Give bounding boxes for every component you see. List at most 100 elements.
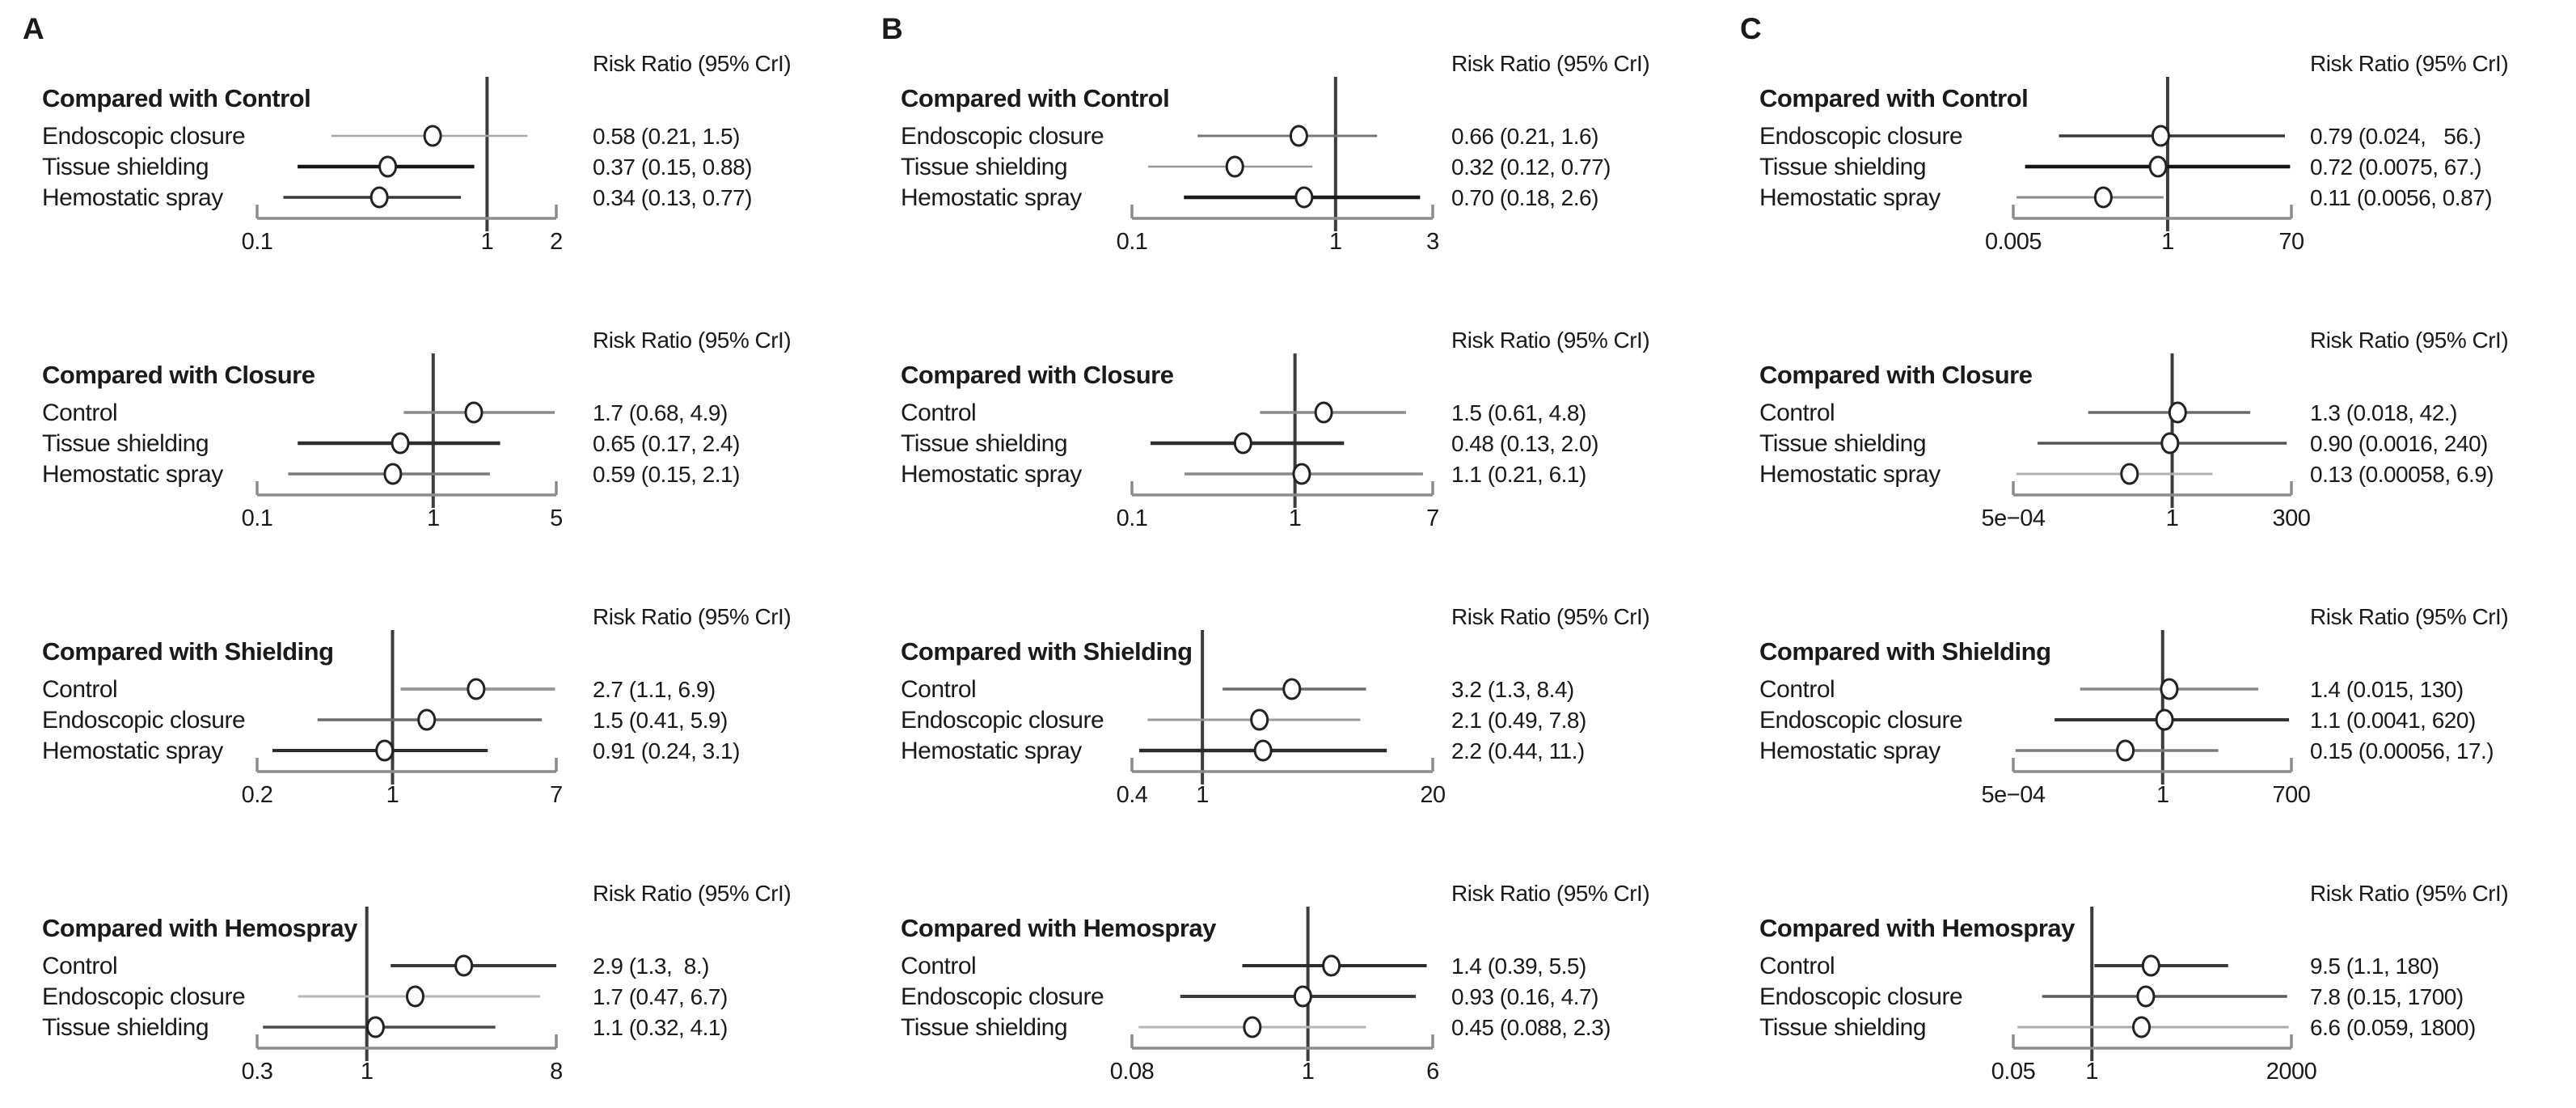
- axis-tick-label: 0.1: [1117, 229, 1148, 255]
- forest-subplot-B3: Risk Ratio (95% CrI) Compared with Shield…: [901, 604, 1650, 808]
- risk-ratio-header: Risk Ratio (95% CrI): [2310, 604, 2508, 629]
- row-label: Control: [901, 676, 976, 703]
- point-marker: [2136, 985, 2156, 1008]
- forest-subplot-A4: Risk Ratio (95% CrI) Compared with Hemosp…: [42, 881, 792, 1085]
- row-label: Endoscopic closure: [1759, 123, 1962, 150]
- row-estimate: 6.6 (0.059, 1800): [2310, 1015, 2476, 1040]
- row-estimate: 0.66 (0.21, 1.6): [1451, 124, 1598, 149]
- point-marker: [423, 125, 442, 147]
- point-marker: [464, 401, 484, 424]
- point-marker: [1289, 125, 1308, 147]
- row-label: Hemostatic spray: [901, 184, 1082, 211]
- row-estimate: 0.70 (0.18, 2.6): [1451, 185, 1598, 210]
- row-label: Hemostatic spray: [901, 461, 1082, 488]
- point-marker: [2148, 155, 2168, 178]
- row-label: Hemostatic spray: [1759, 184, 1940, 211]
- row-estimate: 0.34 (0.13, 0.77): [593, 185, 752, 210]
- row-estimate: 1.1 (0.21, 6.1): [1451, 462, 1586, 487]
- point-marker: [1294, 186, 1314, 209]
- point-marker: [391, 432, 410, 455]
- risk-ratio-header: Risk Ratio (95% CrI): [2310, 51, 2508, 76]
- axis-tick-label: 5: [550, 505, 563, 531]
- panel-label: C: [1740, 12, 1761, 45]
- subplot-title: Compared with Hemospray: [901, 914, 1217, 942]
- axis-tick-label: 1: [1302, 1059, 1315, 1085]
- risk-ratio-header: Risk Ratio (95% CrI): [1451, 51, 1649, 76]
- axis-tick-label: 1: [386, 782, 399, 808]
- axis-tick-label: 0.08: [1110, 1059, 1154, 1085]
- point-marker: [2093, 186, 2113, 209]
- subplot-title: Compared with Closure: [901, 361, 1174, 389]
- row-estimate: 1.7 (0.47, 6.7): [593, 984, 728, 1009]
- row-estimate: 3.2 (1.3, 8.4): [1451, 677, 1574, 702]
- row-estimate: 0.91 (0.24, 3.1): [593, 738, 740, 763]
- row-label: Tissue shielding: [42, 430, 209, 457]
- row-label: Tissue shielding: [901, 1014, 1067, 1041]
- row-label: Control: [901, 400, 976, 426]
- row-label: Hemostatic spray: [1759, 738, 1940, 764]
- forest-subplot-C2: Risk Ratio (95% CrI) Compared with Closur…: [1759, 328, 2509, 531]
- point-marker: [1253, 739, 1273, 762]
- row-estimate: 1.1 (0.32, 4.1): [593, 1015, 728, 1040]
- row-estimate: 1.5 (0.41, 5.9): [593, 708, 728, 733]
- point-marker: [378, 155, 398, 178]
- row-estimate: 2.7 (1.1, 6.9): [593, 677, 716, 702]
- axis-tick-label: 1: [361, 1059, 374, 1085]
- point-marker: [417, 708, 437, 731]
- point-marker: [1282, 678, 1302, 700]
- axis-tick-label: 70: [2278, 229, 2304, 255]
- point-marker: [1314, 401, 1333, 424]
- point-marker: [375, 739, 395, 762]
- row-label: Tissue shielding: [1759, 1014, 1926, 1041]
- axis-tick-label: 1: [1196, 782, 1209, 808]
- axis-tick-label: 8: [550, 1059, 563, 1085]
- subplot-title: Compared with Hemospray: [42, 914, 358, 942]
- row-label: Control: [1759, 400, 1835, 426]
- row-label: Hemostatic spray: [42, 738, 223, 764]
- risk-ratio-header: Risk Ratio (95% CrI): [2310, 328, 2508, 353]
- point-marker: [2151, 125, 2170, 147]
- row-label: Tissue shielding: [901, 430, 1067, 457]
- row-estimate: 0.93 (0.16, 4.7): [1451, 984, 1598, 1009]
- forest-subplot-B2: Risk Ratio (95% CrI) Compared with Closur…: [901, 328, 1650, 531]
- row-label: Endoscopic closure: [1759, 983, 1962, 1010]
- point-marker: [370, 186, 389, 209]
- row-label: Endoscopic closure: [1759, 707, 1962, 734]
- risk-ratio-header: Risk Ratio (95% CrI): [593, 881, 791, 906]
- panel-label: A: [23, 12, 44, 45]
- point-marker: [1322, 954, 1341, 977]
- forest-subplot-C4: Risk Ratio (95% CrI) Compared with Hemosp…: [1759, 881, 2509, 1085]
- axis-tick-label: 1: [427, 505, 440, 531]
- axis-tick-label: 300: [2273, 505, 2311, 531]
- axis-tick-label: 1: [1329, 229, 1342, 255]
- point-marker: [1243, 1016, 1262, 1038]
- axis-tick-label: 700: [2273, 782, 2311, 808]
- point-marker: [2168, 401, 2187, 424]
- row-estimate: 1.5 (0.61, 4.8): [1451, 400, 1586, 425]
- subplot-title: Compared with Control: [901, 84, 1169, 112]
- point-marker: [2141, 954, 2160, 977]
- row-estimate: 2.1 (0.49, 7.8): [1451, 708, 1586, 733]
- row-estimate: 0.59 (0.15, 2.1): [593, 462, 740, 487]
- axis-tick-label: 0.3: [242, 1059, 273, 1085]
- axis-tick-label: 2: [550, 229, 563, 255]
- axis-tick-label: 1: [2156, 782, 2169, 808]
- forest-subplot-B1: B Risk Ratio (95% CrI) Compared with Contr…: [881, 12, 1650, 255]
- subplot-title: Compared with Closure: [42, 361, 315, 389]
- point-marker: [1250, 708, 1269, 731]
- row-label: Control: [1759, 953, 1835, 979]
- axis-tick-label: 0.1: [242, 229, 273, 255]
- row-estimate: 0.13 (0.00058, 6.9): [2310, 462, 2494, 487]
- subplot-title: Compared with Shielding: [901, 637, 1193, 666]
- row-label: Hemostatic spray: [901, 738, 1082, 764]
- risk-ratio-header: Risk Ratio (95% CrI): [593, 51, 791, 76]
- point-marker: [2116, 739, 2135, 762]
- axis-tick-label: 1: [2166, 505, 2179, 531]
- forest-subplot-C1: C Risk Ratio (95% CrI) Compared with Contr…: [1740, 12, 2509, 255]
- forest-subplot-A2: Risk Ratio (95% CrI) Compared with Closur…: [42, 328, 792, 531]
- row-label: Control: [901, 953, 976, 979]
- row-label: Endoscopic closure: [42, 983, 245, 1010]
- subplot-title: Compared with Hemospray: [1759, 914, 2076, 942]
- point-marker: [383, 463, 403, 485]
- row-label: Tissue shielding: [1759, 154, 1926, 180]
